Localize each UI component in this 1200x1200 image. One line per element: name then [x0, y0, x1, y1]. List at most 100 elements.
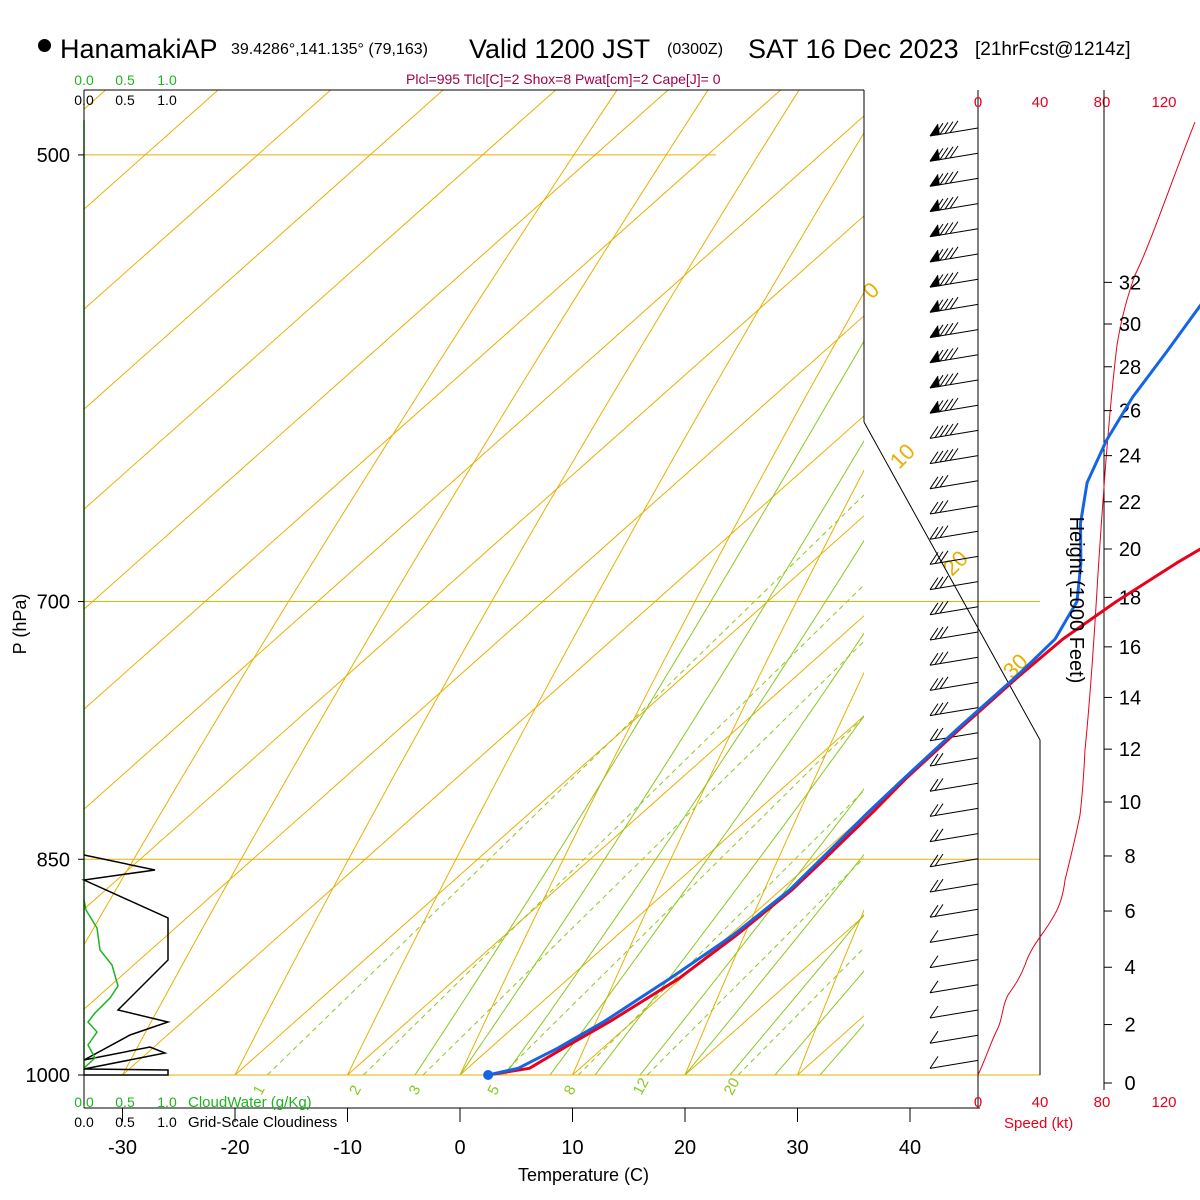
wind-barb	[929, 422, 979, 439]
speed-tick-top: 0	[974, 94, 982, 111]
sounding-parameters: Plcl=995 Tlcl[C]=2 Shox=8 Pwat[cm]=2 Cap…	[406, 71, 721, 87]
isotherm-line	[84, 90, 107, 110]
forecast-info: [21hrFcst@1214z]	[975, 39, 1131, 60]
dry-adiabat-line	[459, 291, 864, 1075]
x-axis-label: Temperature (C)	[518, 1165, 649, 1185]
speed-tick-bottom: 0	[974, 1094, 982, 1111]
cloud-water-tick-top: 1.0	[157, 72, 177, 88]
wind-barb	[929, 550, 979, 565]
moist-adiabat-line	[774, 970, 864, 1075]
wind-barb	[929, 752, 979, 767]
wind-barb	[929, 930, 979, 943]
pressure-tick-label: 850	[37, 849, 70, 871]
utc-time: (0300Z)	[667, 41, 724, 58]
wind-barb	[929, 397, 979, 414]
height-tick-label: 12	[1119, 739, 1141, 761]
cloudiness-tick-top: 1.0	[157, 92, 177, 108]
moist-adiabat-line	[414, 340, 864, 1075]
dewpoint-profile-line	[487, 303, 1200, 1077]
sounding-profiles	[483, 303, 1200, 1080]
isotherm-line	[122, 415, 864, 1075]
wind-barb	[929, 600, 979, 616]
wind-barb	[929, 626, 979, 641]
isotherm-line	[0, 0, 1200, 1075]
height-tick-label: 20	[1119, 539, 1141, 561]
station-coordinates: 39.4286°,141.135° (79,163)	[231, 41, 428, 58]
isotherm-line	[84, 90, 782, 710]
isotherm-line	[84, 90, 444, 410]
height-tick-label: 22	[1119, 492, 1141, 514]
wind-barb	[929, 727, 979, 742]
height-tick-label: 2	[1124, 1015, 1135, 1037]
mixing-ratio-label: 8	[561, 1083, 580, 1098]
speed-tick-top: 120	[1151, 94, 1176, 111]
cloudiness-tick-top: 0.5	[115, 92, 135, 108]
wind-barb	[929, 651, 979, 666]
height-tick-label: 18	[1119, 587, 1141, 609]
cloud-panel-ticks: 0.0 0.0 0.5 0.5 1.0 1.0 0.0 0.0 0.5 0.5 1.0 1.0	[74, 72, 177, 1130]
dry-adiabat-line	[865, 0, 1200, 1200]
pressure-lines	[84, 154, 1040, 1076]
isotherm-line	[347, 615, 864, 1075]
cloudiness-tick-top: 0.0	[74, 92, 94, 108]
wind-barb	[929, 701, 979, 717]
moist-adiabat-line	[549, 632, 864, 1075]
temperature-tick-label: 20	[674, 1137, 696, 1159]
cloudiness-tick-bottom: 0.0	[74, 1114, 94, 1130]
height-tick-label: 32	[1119, 272, 1141, 294]
station-bullet-icon	[38, 39, 51, 52]
tropopause-boundary	[863, 421, 1041, 741]
dry-adiabat-line	[684, 671, 864, 1075]
wind-barb	[929, 246, 979, 263]
dry-adiabat-line	[571, 469, 864, 1075]
height-tick-label: 8	[1124, 846, 1135, 868]
wind-barb	[929, 904, 979, 918]
isotherm-line	[84, 90, 669, 610]
mixing-ratio-line	[501, 715, 864, 1075]
dry-adiabat-line	[346, 131, 864, 1075]
wind-barb	[929, 1056, 979, 1069]
height-tick-label: 6	[1124, 901, 1135, 923]
height-tick-label: 28	[1119, 357, 1141, 379]
wind-barb	[929, 828, 979, 843]
cloud-water-tick-top: 0.0	[74, 72, 94, 88]
moist-adiabat-line	[684, 853, 864, 1075]
isotherm-line	[1135, 0, 1200, 1075]
mixing-ratio-label: 3	[406, 1083, 425, 1098]
cloud-water-tick-bottom: 0.0	[74, 1094, 94, 1110]
height-tick-label: 4	[1124, 957, 1135, 979]
height-tick-label: 24	[1119, 446, 1141, 468]
wind-barb	[929, 196, 979, 213]
plot-frame	[83, 89, 1041, 1109]
temperature-axis: -30 -20 -10 0 10 20 30 40	[108, 1108, 921, 1159]
pressure-tick-label: 1000	[26, 1065, 71, 1087]
dry-adiabat-label: 20	[938, 546, 973, 581]
height-axis-label: Height (1000 Feet)	[1065, 517, 1087, 684]
isotherm-line	[84, 90, 332, 310]
temperature-tick-label: -20	[221, 1137, 250, 1159]
isotherm-line	[84, 90, 219, 210]
dry-adiabat-line	[234, 90, 800, 1075]
moist-adiabat-line	[504, 539, 864, 1075]
wind-barb	[929, 120, 979, 137]
speed-tick-top: 40	[1032, 94, 1049, 111]
wind-barb	[929, 474, 979, 490]
wind-barb	[929, 1005, 979, 1019]
height-curve	[977, 121, 1196, 1076]
wind-barb	[929, 980, 979, 994]
mixing-ratio-labels: 1 2 3 5 8 12 20	[250, 1075, 744, 1098]
isotherm-line	[84, 315, 864, 1010]
pressure-axis: 2503004005007008501000	[26, 145, 84, 1087]
moist-adiabat-line	[865, 0, 1200, 1075]
wind-barb	[929, 853, 979, 868]
isotherm-line	[572, 815, 864, 1075]
wind-barb	[929, 778, 979, 792]
cloudiness-label: Grid-Scale Cloudiness	[188, 1114, 337, 1131]
wind-barb	[929, 145, 979, 162]
cloudiness-profile	[81, 854, 171, 1076]
